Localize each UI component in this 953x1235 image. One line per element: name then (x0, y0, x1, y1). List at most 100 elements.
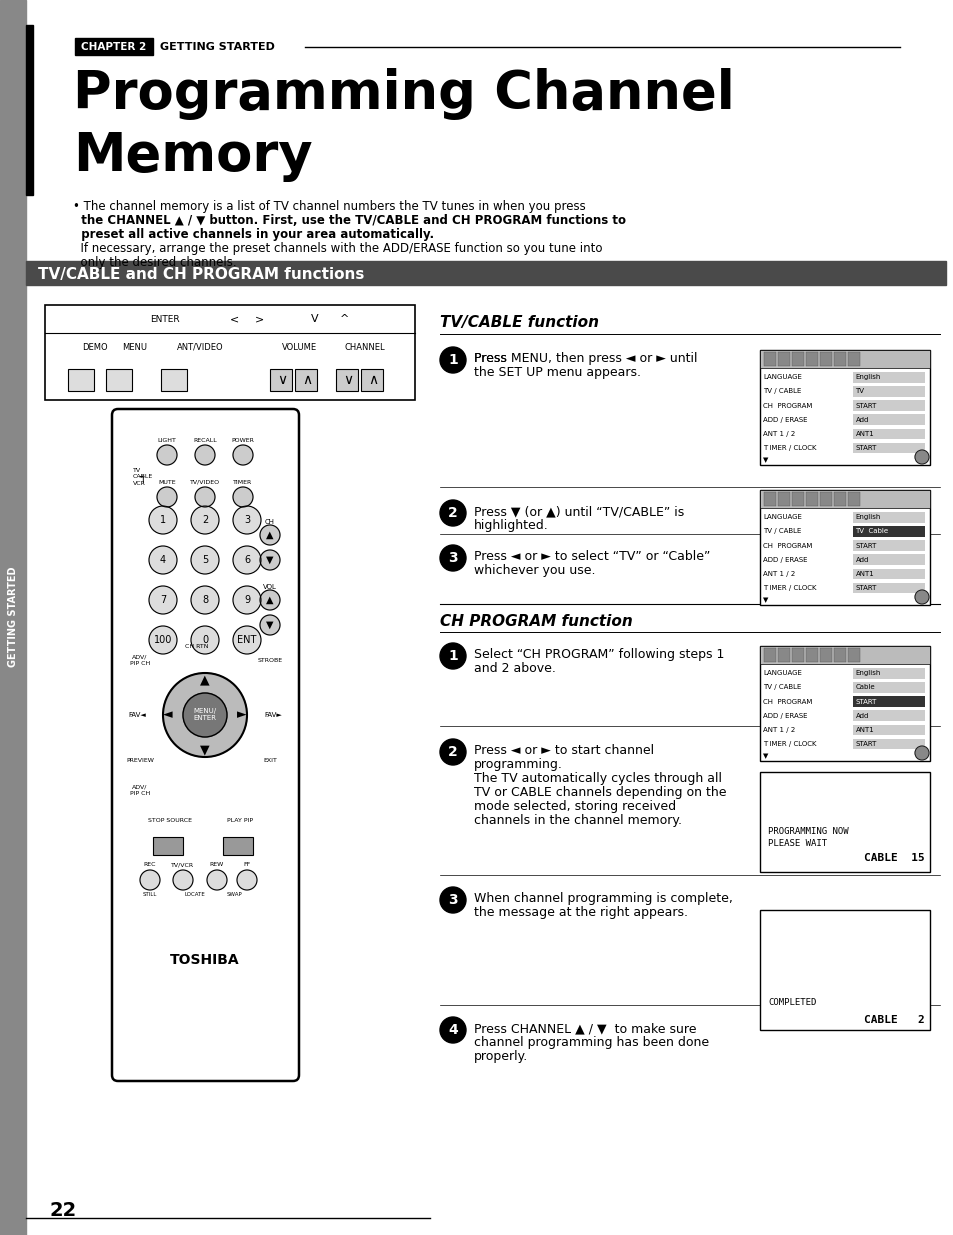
Text: the message at the right appears.: the message at the right appears. (474, 906, 687, 919)
Bar (820, 492, 831, 506)
Text: 2: 2 (202, 515, 208, 525)
Text: ADD / ERASE: ADD / ERASE (762, 416, 806, 422)
Text: English: English (855, 671, 880, 677)
Text: MUTE: MUTE (158, 479, 175, 484)
Text: ∨: ∨ (342, 373, 353, 387)
Circle shape (914, 590, 928, 604)
Circle shape (183, 693, 227, 737)
Circle shape (191, 626, 219, 655)
Text: ▲: ▲ (266, 530, 274, 540)
Text: TOSHIBA: TOSHIBA (170, 953, 239, 967)
Text: GETTING STARTED: GETTING STARTED (8, 567, 18, 667)
Text: programming.: programming. (474, 758, 562, 771)
Text: ►: ► (237, 709, 247, 721)
Text: FAV►: FAV► (264, 713, 281, 718)
Text: START: START (855, 585, 876, 592)
Circle shape (191, 585, 219, 614)
Text: POWER: POWER (232, 437, 254, 442)
Text: 6: 6 (244, 555, 250, 564)
Bar (778, 648, 789, 662)
Text: PLAY PIP: PLAY PIP (227, 818, 253, 823)
Circle shape (163, 673, 247, 757)
Text: DEMO: DEMO (82, 342, 108, 352)
Text: PREVIEW: PREVIEW (126, 757, 153, 762)
Bar (161, 369, 187, 391)
Text: The TV automatically cycles through all: The TV automatically cycles through all (474, 772, 721, 785)
Circle shape (149, 506, 177, 534)
Text: LOCATE: LOCATE (185, 893, 205, 898)
Bar (270, 369, 292, 391)
Text: 3: 3 (244, 515, 250, 525)
Text: LANGUAGE: LANGUAGE (762, 514, 801, 520)
Text: TV  Cable: TV Cable (855, 529, 887, 535)
Bar (853, 400, 923, 411)
Text: Programming Channel: Programming Channel (73, 68, 734, 120)
Bar (763, 492, 775, 506)
Circle shape (439, 1016, 465, 1044)
Text: ANT1: ANT1 (855, 571, 873, 577)
Text: SWAP: SWAP (227, 893, 243, 898)
Circle shape (260, 550, 280, 571)
Bar (778, 352, 789, 366)
Text: CHANNEL: CHANNEL (344, 342, 385, 352)
Bar (791, 648, 803, 662)
Text: CH  PROGRAM: CH PROGRAM (762, 699, 812, 704)
Bar (763, 648, 775, 662)
Text: ◄: ◄ (163, 709, 172, 721)
Text: STROBE: STROBE (257, 657, 282, 662)
Text: ENT: ENT (237, 635, 256, 645)
Text: 3: 3 (448, 893, 457, 906)
Text: CABLE   2: CABLE 2 (863, 1015, 924, 1025)
Text: TV/CABLE function: TV/CABLE function (439, 315, 598, 330)
Text: When channel programming is complete,: When channel programming is complete, (474, 892, 732, 905)
Bar (294, 369, 316, 391)
Text: 1: 1 (160, 515, 166, 525)
Circle shape (233, 445, 253, 466)
Circle shape (914, 746, 928, 760)
Bar (760, 350, 929, 466)
Text: the CHANNEL ▲ / ▼ button. First, use the TV/CABLE and CH PROGRAM functions to: the CHANNEL ▲ / ▼ button. First, use the… (73, 214, 625, 227)
Text: <: < (230, 314, 239, 324)
Text: START: START (855, 403, 876, 409)
Text: Cable: Cable (855, 684, 874, 690)
Bar (853, 372, 923, 383)
Text: Select “CH PROGRAM” following steps 1: Select “CH PROGRAM” following steps 1 (474, 648, 723, 661)
Text: English: English (855, 514, 880, 520)
Bar (335, 369, 357, 391)
Text: START: START (855, 741, 876, 747)
Text: ▼: ▼ (200, 743, 210, 757)
Bar (791, 492, 803, 506)
Bar (805, 648, 817, 662)
Text: FF: FF (243, 862, 251, 867)
Circle shape (194, 487, 214, 508)
Bar (853, 583, 923, 593)
Text: the SET UP menu appears.: the SET UP menu appears. (474, 366, 640, 379)
Text: Press ▼ (or ▲) until “TV/CABLE” is: Press ▼ (or ▲) until “TV/CABLE” is (474, 505, 683, 517)
Text: TV / CABLE: TV / CABLE (762, 388, 801, 394)
Text: GETTING STARTED: GETTING STARTED (160, 42, 274, 52)
Text: Add: Add (855, 713, 868, 719)
Bar (820, 648, 831, 662)
Bar (760, 646, 929, 664)
Text: CHAPTER 2: CHAPTER 2 (81, 42, 147, 52)
Circle shape (439, 347, 465, 373)
Circle shape (260, 615, 280, 635)
Text: ▼: ▼ (762, 597, 767, 603)
Text: Press ◄ or ► to select “TV” or “Cable”: Press ◄ or ► to select “TV” or “Cable” (474, 550, 710, 563)
Circle shape (233, 585, 261, 614)
Text: ADD / ERASE: ADD / ERASE (762, 557, 806, 563)
Bar (791, 352, 803, 366)
Circle shape (140, 869, 160, 890)
Text: 4: 4 (160, 555, 166, 564)
Text: ADD / ERASE: ADD / ERASE (762, 713, 806, 719)
Bar (853, 555, 923, 566)
Circle shape (191, 546, 219, 574)
Text: channels in the channel memory.: channels in the channel memory. (474, 814, 681, 827)
Text: preset all active channels in your area automatically.: preset all active channels in your area … (73, 228, 434, 241)
Bar (820, 352, 831, 366)
Text: LIGHT: LIGHT (157, 437, 176, 442)
Text: EXIT: EXIT (263, 757, 276, 762)
Circle shape (260, 525, 280, 545)
Bar (833, 492, 845, 506)
Bar (68, 369, 94, 391)
